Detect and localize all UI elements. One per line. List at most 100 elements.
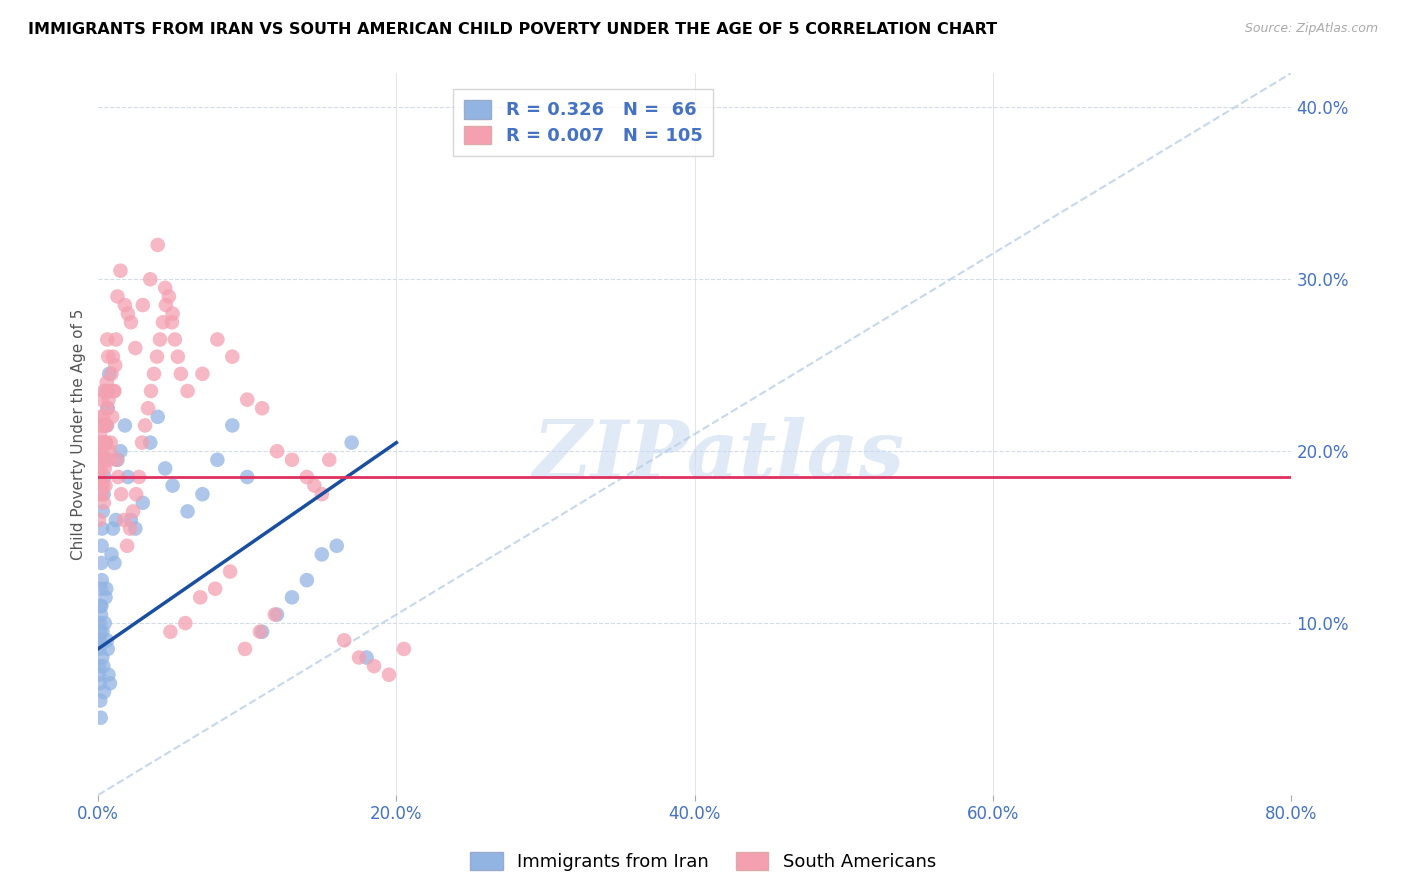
Point	[110, 263, 132, 277]
Point	[91, 478, 114, 492]
Point	[207, 452, 229, 467]
Point	[90, 409, 112, 424]
Point	[157, 289, 180, 303]
Point	[378, 667, 401, 681]
Point	[103, 556, 125, 570]
Point	[117, 307, 139, 321]
Point	[94, 418, 117, 433]
Point	[120, 315, 142, 329]
Point	[162, 307, 184, 321]
Point	[101, 409, 124, 424]
Point	[281, 591, 304, 605]
Point	[91, 522, 114, 536]
Point	[191, 367, 214, 381]
Point	[94, 478, 117, 492]
Point	[104, 513, 127, 527]
Point	[98, 452, 121, 467]
Point	[94, 591, 117, 605]
Y-axis label: Child Poverty Under the Age of 5: Child Poverty Under the Age of 5	[72, 309, 86, 559]
Point	[143, 367, 166, 381]
Point	[93, 496, 115, 510]
Point	[90, 599, 112, 613]
Point	[146, 409, 169, 424]
Point	[90, 478, 112, 492]
Point	[125, 487, 148, 501]
Point	[94, 461, 117, 475]
Point	[98, 367, 121, 381]
Point	[98, 676, 121, 690]
Point	[363, 659, 385, 673]
Point	[93, 470, 115, 484]
Point	[89, 676, 111, 690]
Point	[89, 470, 111, 484]
Point	[93, 384, 115, 398]
Point	[221, 350, 243, 364]
Point	[132, 298, 155, 312]
Point	[219, 565, 242, 579]
Point	[131, 435, 153, 450]
Point	[100, 435, 122, 450]
Point	[90, 487, 112, 501]
Point	[91, 409, 114, 424]
Point	[333, 633, 356, 648]
Point	[152, 315, 174, 329]
Point	[89, 693, 111, 707]
Point	[96, 435, 118, 450]
Point	[114, 298, 136, 312]
Point	[91, 504, 114, 518]
Point	[104, 358, 127, 372]
Point	[392, 641, 415, 656]
Point	[188, 591, 211, 605]
Point	[139, 384, 162, 398]
Point	[97, 350, 120, 364]
Point	[90, 599, 112, 613]
Point	[93, 487, 115, 501]
Point	[318, 452, 340, 467]
Point	[132, 496, 155, 510]
Point	[236, 470, 259, 484]
Point	[90, 452, 112, 467]
Point	[96, 633, 118, 648]
Point	[96, 401, 118, 416]
Point	[87, 513, 110, 527]
Point	[176, 384, 198, 398]
Text: IMMIGRANTS FROM IRAN VS SOUTH AMERICAN CHILD POVERTY UNDER THE AGE OF 5 CORRELAT: IMMIGRANTS FROM IRAN VS SOUTH AMERICAN C…	[28, 22, 997, 37]
Point	[120, 513, 142, 527]
Point	[101, 522, 124, 536]
Point	[89, 624, 111, 639]
Point	[128, 470, 150, 484]
Point	[96, 418, 118, 433]
Point	[90, 392, 112, 407]
Point	[94, 435, 117, 450]
Point	[311, 547, 333, 561]
Point	[96, 376, 118, 390]
Point	[295, 470, 318, 484]
Point	[87, 659, 110, 673]
Point	[103, 384, 125, 398]
Point	[136, 401, 159, 416]
Point	[93, 435, 115, 450]
Point	[221, 418, 243, 433]
Point	[90, 418, 112, 433]
Point	[120, 522, 142, 536]
Point	[91, 452, 114, 467]
Point	[250, 624, 273, 639]
Point	[87, 633, 110, 648]
Point	[94, 616, 117, 631]
Point	[91, 659, 114, 673]
Point	[112, 513, 135, 527]
Point	[103, 384, 125, 398]
Point	[100, 367, 122, 381]
Point	[122, 504, 145, 518]
Point	[89, 427, 111, 442]
Point	[90, 573, 112, 587]
Point	[174, 616, 197, 631]
Point	[204, 582, 226, 596]
Point	[87, 444, 110, 458]
Point	[155, 298, 177, 312]
Point	[159, 624, 181, 639]
Point	[91, 444, 114, 458]
Point	[347, 650, 370, 665]
Point	[90, 461, 112, 475]
Point	[160, 315, 183, 329]
